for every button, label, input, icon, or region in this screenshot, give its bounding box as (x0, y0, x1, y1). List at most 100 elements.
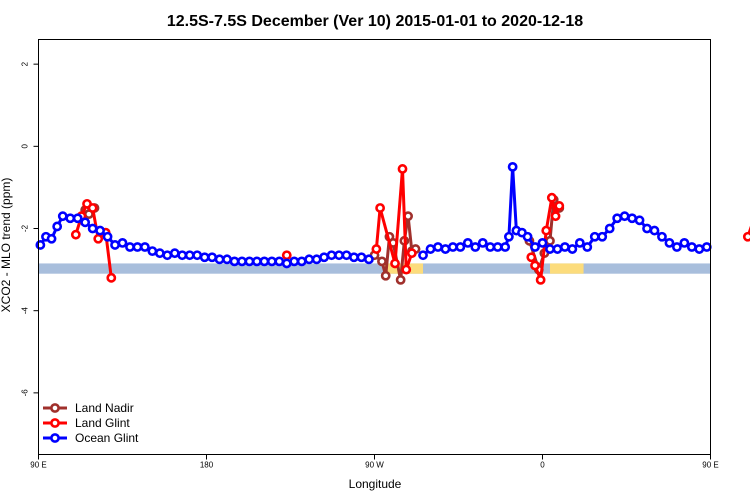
data-point (537, 237, 548, 248)
data-point (304, 254, 315, 265)
data-point (470, 242, 481, 252)
data-point (65, 213, 76, 224)
data-point (554, 201, 565, 211)
data-point (125, 242, 135, 252)
data-point (192, 250, 203, 261)
data-point (177, 250, 188, 261)
data-point (80, 217, 91, 228)
data-point (162, 250, 173, 261)
data-point (274, 256, 285, 267)
data-point (664, 237, 675, 248)
data-point (455, 242, 466, 252)
data-point (485, 242, 496, 252)
data-point (500, 242, 511, 252)
data-point (110, 240, 120, 250)
data-point (132, 242, 143, 252)
data-point (545, 235, 555, 246)
data-point (326, 250, 337, 261)
legend-marker (50, 433, 60, 443)
data-point (356, 252, 367, 263)
data-point (686, 242, 697, 252)
data-point (72, 213, 83, 224)
legend-item: Ocean Glint (43, 431, 139, 445)
y-axis-label: XCO2 - MLO trend (ppm) (0, 178, 13, 313)
y-tick-label: 2 (21, 61, 30, 66)
data-point (296, 256, 307, 267)
data-point (377, 256, 387, 267)
series-line-segment (401, 167, 408, 272)
series-layer (35, 161, 750, 285)
data-point (52, 221, 63, 232)
data-point (433, 242, 443, 252)
data-point (425, 244, 436, 254)
series-line-segment (539, 229, 548, 282)
data-point (582, 242, 593, 252)
data-point (214, 254, 225, 265)
data-point (106, 272, 117, 283)
data-point (87, 223, 98, 234)
data-point (604, 223, 615, 234)
data-point (154, 248, 165, 259)
legend-marker (50, 418, 60, 428)
x-tick-label: 90 E (30, 461, 46, 470)
data-point (447, 242, 458, 252)
data-point (679, 237, 690, 248)
data-point (57, 211, 68, 222)
series-land-glint (70, 164, 750, 285)
data-point (341, 250, 352, 261)
data-point (251, 256, 262, 267)
x-tick-label: 0 (540, 461, 545, 470)
x-tick-label: 180 (200, 461, 214, 470)
legend-label: Land Glint (75, 416, 130, 430)
data-point (363, 254, 374, 265)
series-line-segment (393, 167, 404, 265)
data-point (380, 270, 391, 281)
data-point (199, 252, 210, 263)
data-point (612, 213, 623, 224)
data-point (701, 242, 712, 252)
data-point (281, 250, 292, 261)
data-point (550, 211, 561, 222)
data-point (589, 231, 600, 242)
data-point (642, 223, 652, 234)
data-point (289, 256, 300, 267)
data-point (477, 237, 488, 248)
data-point (93, 233, 104, 244)
data-point (418, 250, 428, 261)
data-point (395, 274, 406, 285)
data-point (742, 231, 750, 242)
data-point (546, 192, 557, 203)
y-tick-label: -2 (21, 224, 30, 232)
data-point (169, 248, 180, 259)
legend-label: Land Nadir (75, 401, 134, 415)
ocean-band (38, 263, 711, 274)
data-point (334, 250, 344, 261)
data-point (147, 246, 158, 257)
data-point (567, 244, 578, 254)
data-point (87, 203, 98, 213)
data-point (657, 231, 667, 242)
data-point (672, 242, 682, 252)
data-point (266, 256, 277, 267)
data-point (507, 161, 518, 172)
data-point (522, 231, 533, 242)
x-tick-label: 90 W (365, 461, 384, 470)
data-point (552, 244, 563, 254)
data-point (649, 225, 660, 236)
data-point (259, 256, 270, 267)
x-tick-label: 90 E (702, 461, 718, 470)
series-line-segment (544, 196, 554, 233)
data-point (530, 242, 540, 252)
data-point (503, 231, 514, 242)
data-point (244, 256, 255, 267)
y-tick-label: 0 (21, 144, 30, 149)
data-point (70, 229, 81, 240)
data-point (46, 233, 57, 244)
data-point (627, 213, 637, 224)
data-point (281, 258, 292, 269)
surface-band (38, 263, 711, 274)
y-tick-label: -6 (21, 389, 30, 397)
data-point (229, 256, 240, 267)
